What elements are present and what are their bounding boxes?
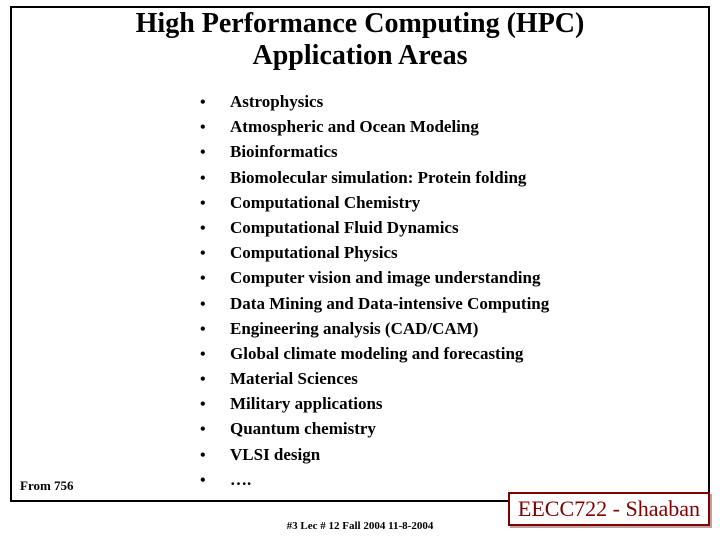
list-item: •Computational Physics	[200, 243, 680, 263]
bullet-icon: •	[200, 296, 230, 314]
bullet-icon: •	[200, 94, 230, 112]
bullet-icon: •	[200, 472, 230, 490]
list-item: •Computational Chemistry	[200, 193, 680, 213]
bullet-icon: •	[200, 119, 230, 137]
bullet-icon: •	[200, 245, 230, 263]
list-item: •Engineering analysis (CAD/CAM)	[200, 319, 680, 339]
bullet-icon: •	[200, 371, 230, 389]
item-text: ….	[230, 470, 251, 490]
item-text: Biomolecular simulation: Protein folding	[230, 168, 526, 188]
list-item: •Data Mining and Data-intensive Computin…	[200, 294, 680, 314]
item-text: Bioinformatics	[230, 142, 338, 162]
item-text: Global climate modeling and forecasting	[230, 344, 523, 364]
list-item: •Material Sciences	[200, 369, 680, 389]
bullet-icon: •	[200, 346, 230, 364]
item-text: VLSI design	[230, 445, 320, 465]
list-item: •Quantum chemistry	[200, 419, 680, 439]
bullet-icon: •	[200, 170, 230, 188]
bullet-icon: •	[200, 396, 230, 414]
bullet-icon: •	[200, 220, 230, 238]
list-item: •Global climate modeling and forecasting	[200, 344, 680, 364]
footer-center: #3 Lec # 12 Fall 2004 11-8-2004	[0, 520, 720, 532]
list-item: •Military applications	[200, 394, 680, 414]
list-item: •Computational Fluid Dynamics	[200, 218, 680, 238]
bullet-icon: •	[200, 195, 230, 213]
item-text: Computer vision and image understanding	[230, 268, 540, 288]
bullet-icon: •	[200, 270, 230, 288]
list-item: •Bioinformatics	[200, 142, 680, 162]
bullet-list: •Astrophysics •Atmospheric and Ocean Mod…	[200, 92, 680, 495]
bullet-icon: •	[200, 144, 230, 162]
list-item: •Biomolecular simulation: Protein foldin…	[200, 168, 680, 188]
item-text: Computational Physics	[230, 243, 398, 263]
bullet-icon: •	[200, 321, 230, 339]
item-text: Material Sciences	[230, 369, 358, 389]
list-item: •Atmospheric and Ocean Modeling	[200, 117, 680, 137]
item-text: Military applications	[230, 394, 383, 414]
item-text: Atmospheric and Ocean Modeling	[230, 117, 479, 137]
list-item: •VLSI design	[200, 445, 680, 465]
list-item: •….	[200, 470, 680, 490]
list-item: •Astrophysics	[200, 92, 680, 112]
item-text: Data Mining and Data-intensive Computing	[230, 294, 549, 314]
list-item: •Computer vision and image understanding	[200, 268, 680, 288]
item-text: Quantum chemistry	[230, 419, 376, 439]
item-text: Engineering analysis (CAD/CAM)	[230, 319, 478, 339]
item-text: Astrophysics	[230, 92, 323, 112]
item-text: Computational Chemistry	[230, 193, 420, 213]
item-text: Computational Fluid Dynamics	[230, 218, 459, 238]
bullet-icon: •	[200, 421, 230, 439]
source-note: From 756	[20, 478, 74, 494]
bullet-icon: •	[200, 447, 230, 465]
